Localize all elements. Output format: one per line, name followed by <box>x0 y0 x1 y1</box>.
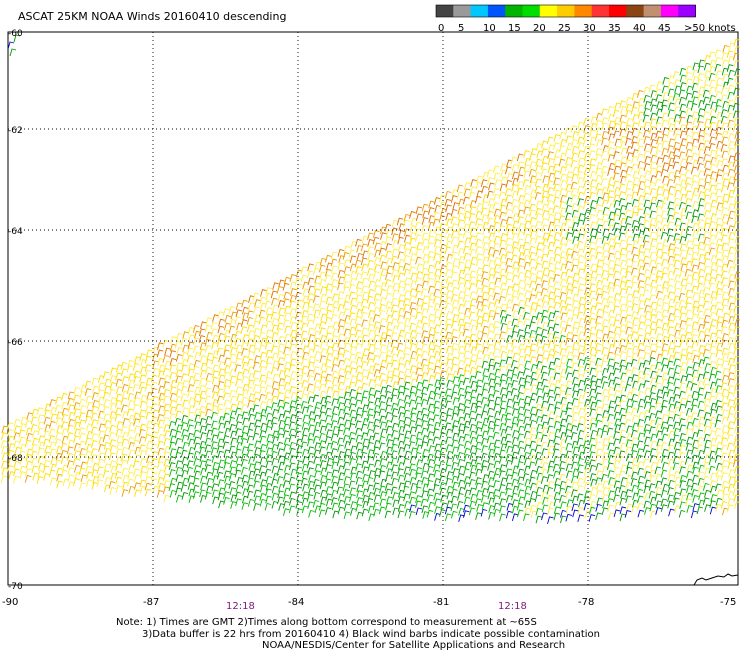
plot-area <box>1 32 740 585</box>
wind-barb <box>2 447 8 454</box>
lat-tick-label: -68 <box>8 454 23 464</box>
legend-swatch <box>505 5 523 17</box>
lon-tick-label: -90 <box>2 597 18 608</box>
lon-tick-label: -81 <box>433 597 449 608</box>
legend-swatch <box>626 5 644 17</box>
legend-swatch <box>678 5 696 17</box>
wind-barb <box>1 476 7 483</box>
legend-swatch <box>436 5 454 17</box>
note-line-1: Note: 1) Times are GMT 2)Times along bot… <box>0 617 740 628</box>
legend-swatch <box>488 5 506 17</box>
time-label: 12:18 <box>498 601 527 612</box>
legend-swatch <box>557 5 575 17</box>
legend-swatch <box>540 5 558 17</box>
lat-tick-label: -60 <box>8 29 23 39</box>
lat-tick-label: -62 <box>8 126 23 136</box>
legend-swatch <box>609 5 627 17</box>
note-line-3: NOAA/NESDIS/Center for Satellite Applica… <box>0 640 740 651</box>
lon-tick-label: -78 <box>578 597 594 608</box>
lon-tick-label: -75 <box>720 597 736 608</box>
lat-tick-label: -66 <box>8 338 23 348</box>
legend-swatch <box>661 5 679 17</box>
legend-swatch <box>592 5 610 17</box>
plot-frame <box>8 32 738 585</box>
lon-tick-label: -87 <box>143 597 159 608</box>
legend-swatch <box>523 5 541 17</box>
lat-tick-label: -64 <box>8 227 23 237</box>
time-label: 12:18 <box>226 601 255 612</box>
lon-tick-label: -84 <box>288 597 304 608</box>
map-title: ASCAT 25KM NOAA Winds 20160410 descendin… <box>18 10 286 23</box>
wind-barb <box>2 461 8 468</box>
lat-tick-label: -70 <box>8 582 23 592</box>
wind-barb <box>2 433 8 440</box>
legend-swatch <box>471 5 489 17</box>
note-line-2: 3)Data buffer is 22 hrs from 20160410 4)… <box>0 629 740 640</box>
legend-swatch <box>574 5 592 17</box>
legend-swatch <box>644 5 662 17</box>
legend-swatch <box>453 5 471 17</box>
